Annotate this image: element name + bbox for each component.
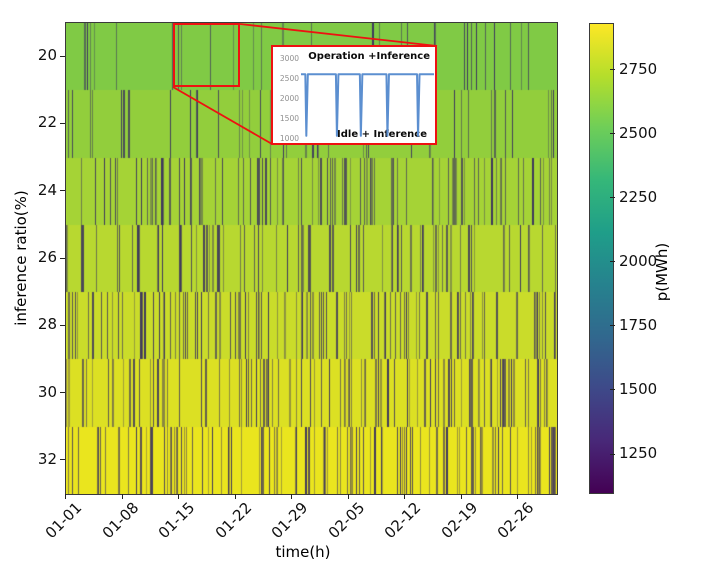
y-tick-mark bbox=[60, 324, 65, 326]
colorbar-tick-label: 1500 bbox=[619, 379, 658, 398]
colorbar bbox=[589, 23, 614, 494]
x-tick-label: 01-22 bbox=[211, 498, 255, 543]
y-tick-mark bbox=[60, 122, 65, 124]
y-tick-label: 28 bbox=[37, 315, 57, 334]
x-tick-mark bbox=[178, 494, 179, 499]
x-tick-label: 02-12 bbox=[380, 498, 425, 543]
y-tick-label: 32 bbox=[37, 449, 57, 468]
inset-bottom-label: Idle + Inference bbox=[337, 129, 427, 140]
x-tick-mark bbox=[121, 494, 123, 499]
colorbar-tick-label: 2500 bbox=[619, 123, 658, 142]
x-tick-mark bbox=[291, 494, 292, 499]
x-tick-label: 01-15 bbox=[154, 498, 199, 543]
x-tick-mark bbox=[517, 494, 518, 499]
x-tick-mark bbox=[404, 494, 405, 499]
y-tick-label: 24 bbox=[37, 180, 57, 199]
y-tick-mark bbox=[60, 392, 65, 394]
inset-y-tick-label: 1500 bbox=[279, 114, 299, 123]
inset-y-tick-label: 2500 bbox=[279, 74, 299, 83]
colorbar-tick-label: 1250 bbox=[619, 444, 658, 463]
x-tick-label: 02-05 bbox=[324, 498, 368, 543]
inset-top-label: Operation +Inference bbox=[308, 51, 430, 62]
y-tick-mark bbox=[60, 55, 65, 57]
inset-y-tick-label: 2000 bbox=[279, 94, 299, 103]
x-tick-mark bbox=[460, 494, 462, 499]
colorbar-tick-mark bbox=[610, 133, 615, 135]
y-tick-mark bbox=[60, 459, 65, 461]
colorbar-tick-mark bbox=[610, 453, 615, 455]
colorbar-tick-mark bbox=[610, 197, 615, 199]
y-tick-label: 30 bbox=[37, 382, 57, 401]
y-tick-mark bbox=[60, 190, 65, 192]
x-tick-label: 01-08 bbox=[98, 498, 142, 543]
colorbar-tick-mark bbox=[610, 389, 615, 391]
y-tick-label: 20 bbox=[37, 46, 57, 65]
x-tick-label: 02-26 bbox=[493, 498, 538, 543]
y-tick-label: 22 bbox=[37, 113, 57, 132]
y-tick-label: 26 bbox=[37, 248, 57, 266]
x-tick-mark bbox=[234, 494, 236, 499]
inset-y-tick-label: 1000 bbox=[279, 134, 299, 143]
colorbar-tick-mark bbox=[610, 69, 615, 71]
inset-detail-plot: Operation +Inference Idle + Inference 30… bbox=[271, 45, 437, 145]
colorbar-tick-label: 2250 bbox=[619, 187, 658, 206]
x-tick-mark bbox=[65, 494, 66, 499]
zoom-highlight-rect bbox=[173, 23, 240, 87]
inset-y-tick-label: 3000 bbox=[279, 54, 299, 63]
x-tick-label: 01-01 bbox=[41, 498, 86, 543]
colorbar-tick-label: 2750 bbox=[619, 59, 658, 78]
y-tick-mark bbox=[60, 257, 65, 259]
colorbar-tick-label: 2000 bbox=[619, 251, 658, 270]
colorbar-tick-mark bbox=[610, 325, 615, 327]
x-axis-label: time(h) bbox=[275, 543, 331, 561]
x-tick-label: 01-29 bbox=[267, 498, 312, 543]
x-tick-mark bbox=[347, 494, 349, 499]
colorbar-tick-label: 1750 bbox=[619, 315, 658, 334]
colorbar-tick-mark bbox=[610, 261, 615, 263]
x-tick-label: 02-19 bbox=[437, 498, 481, 543]
colorbar-label: p(MWh) bbox=[653, 242, 671, 302]
